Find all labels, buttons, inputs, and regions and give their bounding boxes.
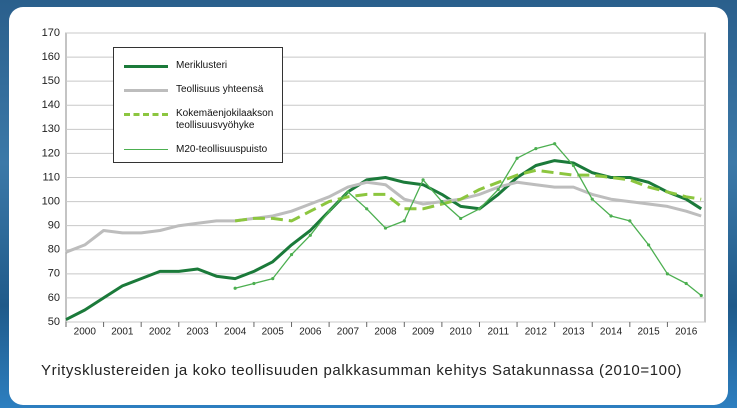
series-marker bbox=[571, 163, 576, 168]
series-marker bbox=[699, 293, 703, 298]
series-marker bbox=[684, 281, 688, 286]
legend-label: Teollisuus yhteensä bbox=[176, 84, 264, 95]
y-tick-label: 70 bbox=[48, 268, 60, 280]
x-tick-label: 2001 bbox=[111, 327, 134, 338]
series-marker bbox=[534, 147, 538, 151]
y-tick-label: 80 bbox=[48, 244, 60, 256]
legend-swatch bbox=[124, 149, 168, 150]
x-tick-label: 2012 bbox=[525, 327, 548, 338]
x-tick-label: 2000 bbox=[74, 327, 97, 338]
x-tick-label: 2002 bbox=[149, 327, 172, 338]
series-marker bbox=[271, 277, 275, 281]
y-tick-label: 120 bbox=[42, 147, 60, 159]
series-marker bbox=[346, 190, 350, 194]
series-marker bbox=[553, 142, 557, 146]
series-marker bbox=[665, 272, 670, 276]
x-tick-label: 2013 bbox=[562, 327, 585, 338]
y-tick-label: 150 bbox=[42, 75, 60, 87]
series-marker bbox=[590, 197, 594, 201]
x-tick-label: 2004 bbox=[224, 327, 247, 338]
y-tick-label: 170 bbox=[42, 27, 60, 39]
series-line bbox=[65, 159, 703, 321]
legend-swatch bbox=[124, 65, 168, 68]
series-marker bbox=[628, 219, 632, 223]
y-tick-label: 160 bbox=[42, 51, 60, 63]
legend-label: Meriklusteri bbox=[176, 60, 228, 71]
x-tick-label: 2003 bbox=[186, 327, 209, 338]
legend-swatch bbox=[124, 113, 168, 116]
y-tick-label: 110 bbox=[42, 171, 60, 183]
series-marker bbox=[402, 219, 406, 223]
y-tick-label: 50 bbox=[48, 316, 60, 328]
series-marker bbox=[459, 216, 463, 221]
series-marker bbox=[609, 214, 613, 218]
y-tick-label: 60 bbox=[48, 292, 60, 304]
y-tick-label: 100 bbox=[42, 195, 60, 207]
y-tick-label: 90 bbox=[48, 220, 60, 232]
series-marker bbox=[383, 226, 388, 230]
legend: Meriklusteri Teollisuus yhteensä Kokemäenj… bbox=[113, 47, 283, 163]
series-marker bbox=[327, 209, 331, 213]
series-marker bbox=[421, 178, 425, 182]
series-line bbox=[234, 168, 702, 223]
legend-label: M20-teollisuuspuisto bbox=[176, 144, 268, 155]
series-marker bbox=[496, 187, 500, 192]
y-tick-label: 130 bbox=[42, 123, 60, 135]
x-tick-label: 2006 bbox=[299, 327, 322, 338]
x-tick-label: 2015 bbox=[637, 327, 660, 338]
x-tick-label: 2011 bbox=[488, 327, 510, 338]
x-tick-label: 2008 bbox=[374, 327, 397, 338]
series-marker bbox=[233, 286, 237, 290]
series-marker bbox=[365, 207, 369, 211]
x-tick-label: 2010 bbox=[450, 327, 473, 338]
x-tick-label: 2007 bbox=[337, 327, 360, 338]
legend-label: Kokemäenjokilaakson teollisuusvyöhyke bbox=[176, 108, 274, 131]
series-marker bbox=[440, 199, 444, 204]
x-tick-label: 2016 bbox=[675, 327, 698, 338]
series-line bbox=[234, 143, 702, 297]
series-marker bbox=[252, 281, 256, 286]
x-tick-label: 2009 bbox=[412, 327, 435, 338]
x-tick-label: 2014 bbox=[600, 327, 623, 338]
series-marker bbox=[477, 207, 482, 211]
series-marker bbox=[647, 243, 651, 247]
caption: Yritysklustereiden ja koko teollisuuden … bbox=[41, 362, 683, 379]
series-marker bbox=[289, 252, 294, 257]
legend-swatch bbox=[124, 89, 168, 92]
series-line bbox=[65, 180, 702, 254]
y-tick-label: 140 bbox=[42, 99, 60, 111]
x-tick-label: 2005 bbox=[262, 327, 285, 338]
series-marker bbox=[308, 233, 312, 237]
series-marker bbox=[515, 156, 519, 160]
